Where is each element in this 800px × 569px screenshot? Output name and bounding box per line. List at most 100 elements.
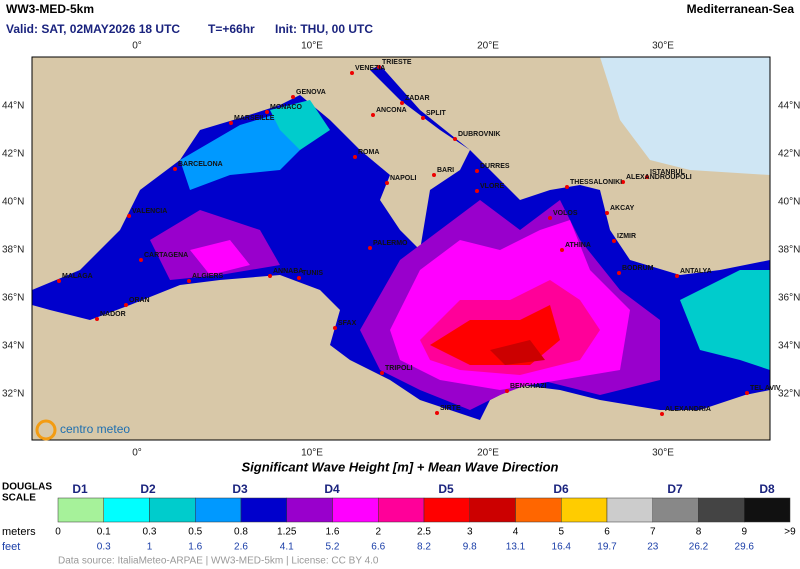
lat-label: 42°N xyxy=(778,149,800,160)
city-label: ORAN xyxy=(129,297,150,304)
city-dot xyxy=(475,169,479,173)
lat-label: 36°N xyxy=(778,293,800,304)
model-title: WW3-MED-5km xyxy=(6,2,94,16)
lat-label: 34°N xyxy=(778,341,800,352)
city-dot xyxy=(124,303,128,307)
color-bin xyxy=(744,497,791,523)
city-label: SPLIT xyxy=(426,110,447,117)
city-label: VLORE xyxy=(480,183,504,190)
feet-tick: 1 xyxy=(147,542,153,553)
city-label: ROMA xyxy=(358,149,379,156)
meters-tick: 0.3 xyxy=(143,527,157,538)
city-dot xyxy=(297,276,301,280)
city-label: DURRES xyxy=(480,163,510,170)
meters-tick: 8 xyxy=(696,527,702,538)
meters-tick: 4 xyxy=(513,527,519,538)
city-label: SIRTE xyxy=(440,405,461,412)
scale-title: DOUGLAS xyxy=(2,482,52,493)
meters-tick: 3 xyxy=(467,527,473,538)
city-label: VOLOS xyxy=(553,210,578,217)
meters-tick: >9 xyxy=(784,527,796,538)
color-bin xyxy=(378,497,425,523)
city-dot xyxy=(475,189,479,193)
city-label: VALENCIA xyxy=(132,208,167,215)
city-dot xyxy=(187,279,191,283)
city-label: BARI xyxy=(437,167,454,174)
city-dot xyxy=(95,317,99,321)
color-bin xyxy=(469,497,516,523)
city-dot xyxy=(421,116,425,120)
city-dot xyxy=(291,95,295,99)
feet-tick: 5.2 xyxy=(326,542,340,553)
city-label: DUBROVNIK xyxy=(458,131,500,138)
meters-tick: 2 xyxy=(375,527,381,538)
city-dot xyxy=(371,113,375,117)
sea-11 xyxy=(490,340,545,365)
city-dot xyxy=(268,274,272,278)
city-label: MALAGA xyxy=(62,273,93,280)
city-dot xyxy=(560,248,564,252)
city-label: ANTALYA xyxy=(680,268,712,275)
douglas-label: D4 xyxy=(324,482,340,496)
step: T=+66hr xyxy=(208,22,255,36)
city-label: ALGIERS xyxy=(192,273,223,280)
feet-tick: 13.1 xyxy=(506,542,526,553)
meters-tick: 2.5 xyxy=(417,527,431,538)
sea-4 xyxy=(680,270,770,370)
scale-title: SCALE xyxy=(2,493,36,504)
city-label: TUNIS xyxy=(302,270,323,277)
lat-label: 32°N xyxy=(778,389,800,400)
lon-label: 30°E xyxy=(652,41,674,52)
lat-label: 40°N xyxy=(778,197,800,208)
city-label: GENOVA xyxy=(296,89,326,96)
city-dot xyxy=(380,371,384,375)
lat-label: 34°N xyxy=(2,341,24,352)
city-label: BENGHAZI xyxy=(510,383,547,390)
city-dot xyxy=(605,211,609,215)
color-bin xyxy=(652,497,699,523)
city-label: ZADAR xyxy=(405,95,430,102)
logo-icon xyxy=(35,419,57,441)
footer: Data source: ItaliaMeteo-ARPAE | WW3-MED… xyxy=(58,556,379,567)
meters-tick: 9 xyxy=(741,527,747,538)
city-label: TRIESTE xyxy=(382,59,412,66)
city-label: CARTAGENA xyxy=(144,252,188,259)
init-time: Init: THU, 00 UTC xyxy=(275,22,373,36)
lat-label: 42°N xyxy=(2,149,24,160)
city-dot xyxy=(548,216,552,220)
city-dot xyxy=(368,246,372,250)
douglas-label: D6 xyxy=(553,482,569,496)
city-label: PALERMO xyxy=(373,240,408,247)
city-dot xyxy=(265,110,269,114)
city-label: ATHINA xyxy=(565,242,591,249)
city-dot xyxy=(173,167,177,171)
color-bin xyxy=(195,497,242,523)
region-title: Mediterranean-Sea xyxy=(687,2,795,16)
city-dot xyxy=(353,155,357,159)
meters-tick: 7 xyxy=(650,527,656,538)
meters-tick: 0.5 xyxy=(188,527,202,538)
sea-3 xyxy=(270,100,330,150)
lat-label: 40°N xyxy=(2,197,24,208)
meters-tick: 0.1 xyxy=(97,527,111,538)
feet-tick: 29.6 xyxy=(735,542,755,553)
douglas-label: D3 xyxy=(232,482,248,496)
meters-tick: 1.6 xyxy=(326,527,340,538)
city-label: ALEXANDROUPOLI xyxy=(626,174,692,181)
city-label: THESSALONIKI xyxy=(570,179,622,186)
city-label: TEL AVIV xyxy=(750,385,781,392)
black-sea xyxy=(600,57,770,175)
lon-label: 0° xyxy=(132,448,142,459)
city-dot xyxy=(377,65,381,69)
lat-label: 32°N xyxy=(2,389,24,400)
color-bin xyxy=(286,497,333,523)
city-dot xyxy=(565,185,569,189)
city-dot xyxy=(621,180,625,184)
lat-label: 44°N xyxy=(778,101,800,112)
city-dot xyxy=(432,173,436,177)
city-dot xyxy=(139,258,143,262)
color-bin xyxy=(149,497,196,523)
city-label: ISTANBUL xyxy=(650,169,686,176)
city-dot xyxy=(617,271,621,275)
